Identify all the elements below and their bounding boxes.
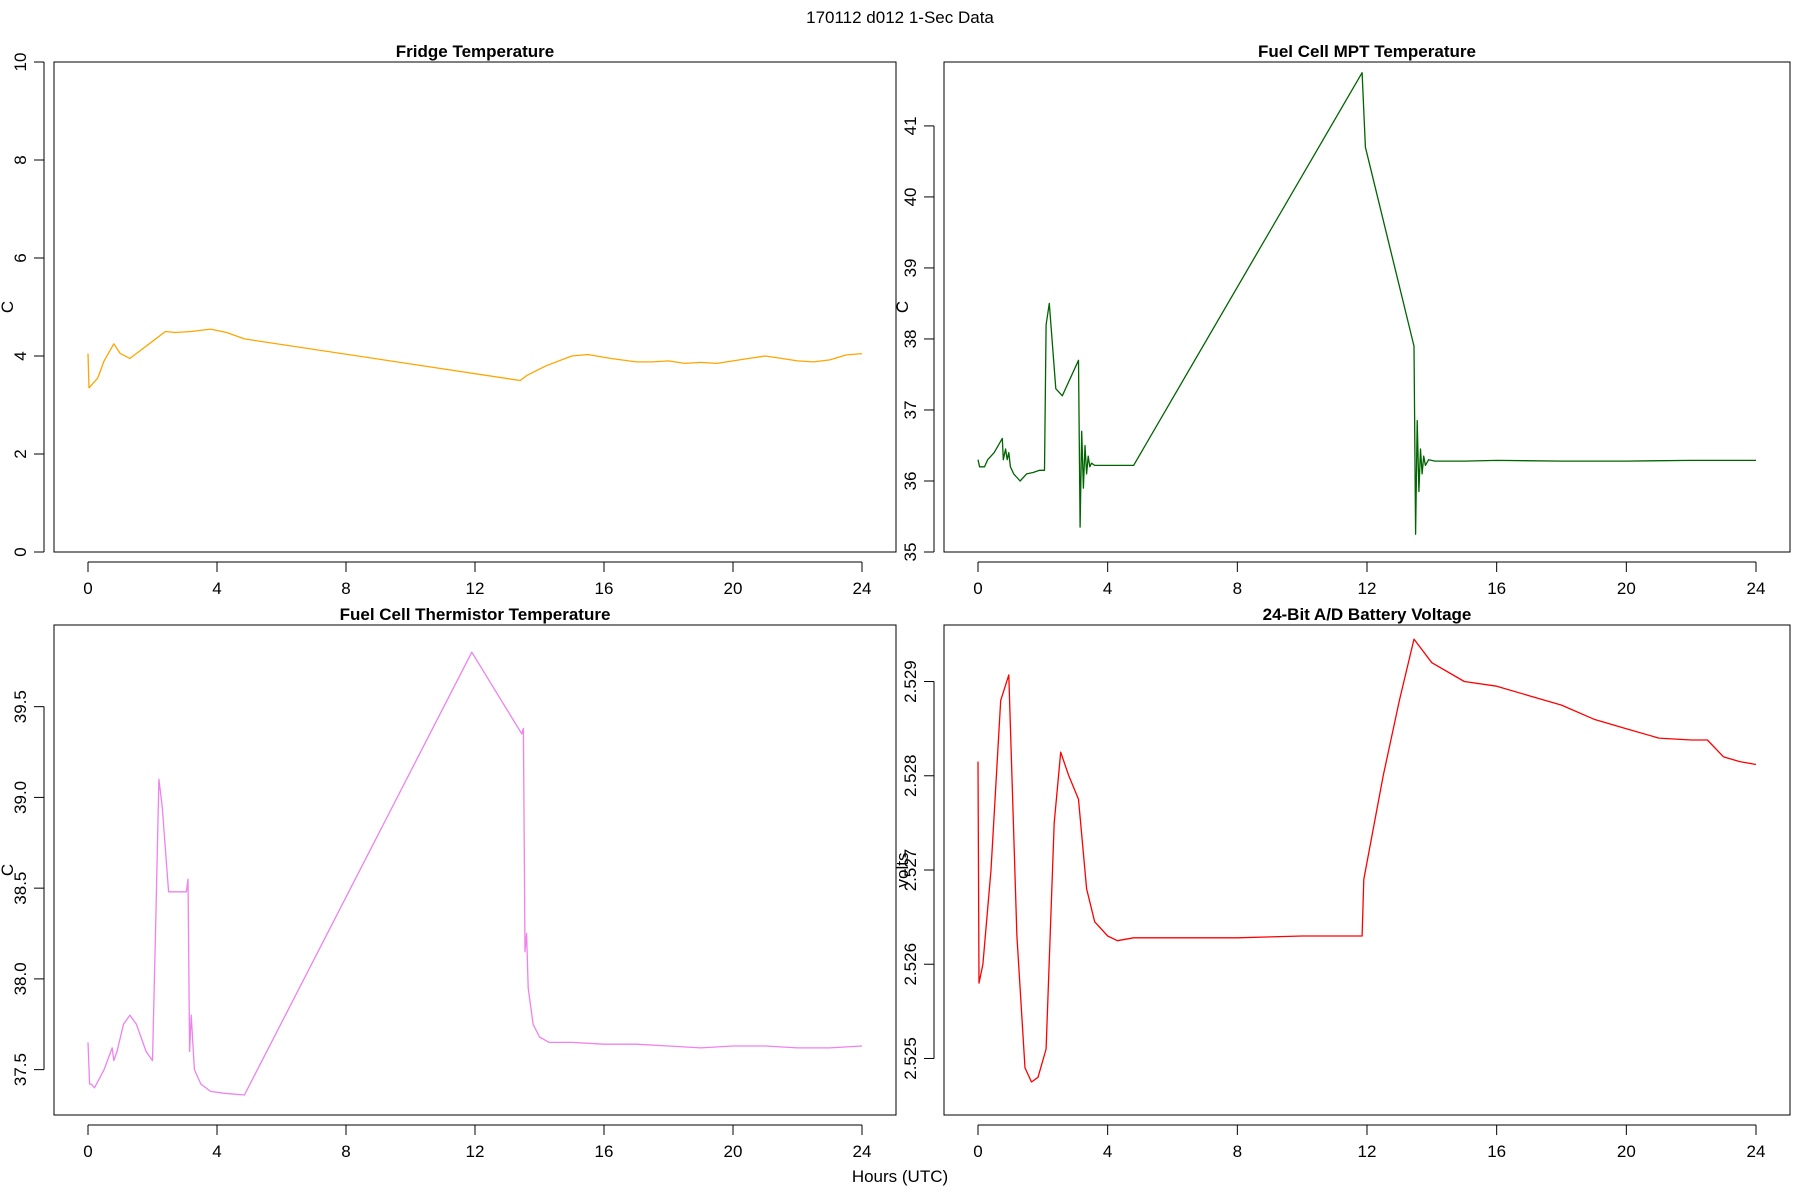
series-line <box>977 638 1757 1083</box>
x-tick-label: 4 <box>1103 579 1112 598</box>
y-tick-label: 2.526 <box>901 943 920 986</box>
x-tick-label: 4 <box>212 579 221 598</box>
series-line <box>87 328 863 389</box>
plot-frame <box>53 61 897 553</box>
y-tick-label: 39.5 <box>11 690 30 723</box>
y-tick-label: 41 <box>901 116 920 135</box>
y-tick-label: 4 <box>11 351 30 360</box>
y-tick-label: 10 <box>11 53 30 72</box>
chart-panel-1: Fridge Temperature048121620240246810C <box>0 42 897 598</box>
series-line <box>977 72 1756 535</box>
chart-panel-3: Fuel Cell Thermistor Temperature 0 4 8 12 16 2… <box>0 605 897 1161</box>
chart-panel-4: 24-Bit A/D Battery Voltage 0 4 8 12 16 20 24 2.5… <box>893 605 1791 1161</box>
x-tick-label: 20 <box>724 579 743 598</box>
chart-panel-2: Fuel Cell MPT Temperature 0 4 8 12 16 20 24 35 36… <box>893 42 1791 598</box>
x-tick-label: 16 <box>595 1142 614 1161</box>
x-tick-label: 12 <box>1358 1142 1377 1161</box>
y-tick-label: 38 <box>901 329 920 348</box>
x-tick-label: 16 <box>595 579 614 598</box>
panel-title: Fuel Cell MPT Temperature <box>1258 42 1476 61</box>
x-tick-label: 16 <box>1487 1142 1506 1161</box>
figure-title: 170112 d012 1-Sec Data <box>806 8 994 27</box>
x-tick-label: 20 <box>1617 579 1636 598</box>
series-line <box>87 651 863 1096</box>
y-tick-label: 36 <box>901 472 920 491</box>
y-axis-label: volts <box>893 853 912 888</box>
y-tick-label: 39.0 <box>11 781 30 814</box>
y-axis-label: C <box>0 864 17 876</box>
x-tick-label: 0 <box>83 579 92 598</box>
x-tick-label: 12 <box>1358 579 1377 598</box>
y-tick-label: 2.529 <box>901 660 920 703</box>
plot-frame <box>53 624 897 1116</box>
x-tick-label: 8 <box>1233 579 1242 598</box>
y-tick-label: 6 <box>11 253 30 262</box>
y-tick-label: 2 <box>11 449 30 458</box>
x-tick-label: 8 <box>341 1142 350 1161</box>
y-tick-label: 0 <box>11 547 30 556</box>
y-tick-label: 2.525 <box>901 1037 920 1080</box>
x-tick-label: 8 <box>341 579 350 598</box>
x-tick-label: 8 <box>1233 1142 1242 1161</box>
y-tick-label: 8 <box>11 155 30 164</box>
x-tick-label: 12 <box>466 1142 485 1161</box>
y-tick-label: 2.527 <box>901 849 920 892</box>
x-tick-label: 0 <box>83 1142 92 1161</box>
panel-title: 24-Bit A/D Battery Voltage <box>1263 605 1472 624</box>
x-tick-label: 4 <box>1103 1142 1112 1161</box>
x-tick-label: 24 <box>1747 1142 1766 1161</box>
y-axis-label: C <box>893 301 912 313</box>
y-tick-label: 38.0 <box>11 962 30 995</box>
x-tick-label: 16 <box>1487 579 1506 598</box>
y-tick-label: 37.5 <box>11 1053 30 1086</box>
y-axis-label: C <box>0 301 17 313</box>
panel-title: Fuel Cell Thermistor Temperature <box>340 605 611 624</box>
x-tick-label: 20 <box>1617 1142 1636 1161</box>
x-tick-label: 0 <box>973 579 982 598</box>
x-tick-label: 24 <box>853 579 872 598</box>
panel-title: Fridge Temperature <box>396 42 554 61</box>
y-tick-label: 37 <box>901 401 920 420</box>
figure-xlabel: Hours (UTC) <box>852 1167 948 1186</box>
y-tick-label: 38.5 <box>11 872 30 905</box>
plot-frame <box>943 624 1791 1116</box>
y-tick-label: 35 <box>901 543 920 562</box>
x-tick-label: 0 <box>973 1142 982 1161</box>
x-tick-label: 20 <box>724 1142 743 1161</box>
plot-frame <box>943 61 1791 553</box>
y-tick-label: 2.528 <box>901 754 920 797</box>
x-tick-label: 12 <box>466 579 485 598</box>
chart-panels: Fridge Temperature048121620240246810CFue… <box>0 42 1791 1161</box>
x-tick-label: 24 <box>853 1142 872 1161</box>
x-tick-label: 24 <box>1747 579 1766 598</box>
y-tick-label: 40 <box>901 187 920 206</box>
y-tick-label: 39 <box>901 258 920 277</box>
x-tick-label: 4 <box>212 1142 221 1161</box>
